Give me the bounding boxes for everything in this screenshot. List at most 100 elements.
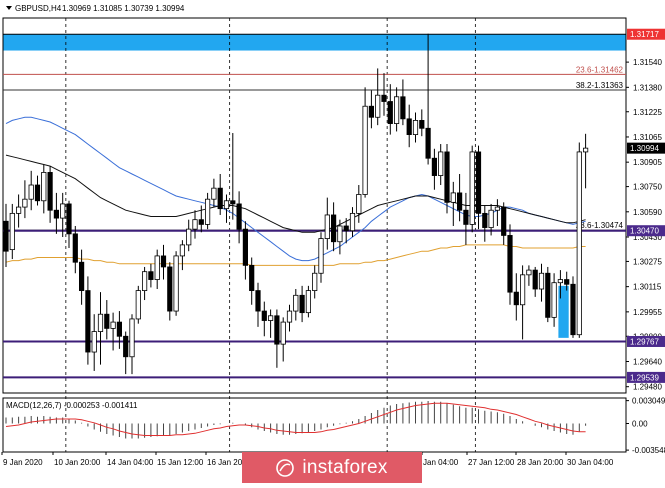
candle	[387, 84, 393, 135]
candle-body	[488, 209, 494, 228]
candle	[375, 68, 381, 126]
candle-body	[406, 118, 412, 135]
candle	[293, 289, 299, 321]
candle-body	[444, 151, 450, 203]
candle-body	[425, 127, 431, 159]
candle-body	[299, 294, 305, 314]
candle	[3, 203, 9, 267]
candle	[324, 197, 330, 250]
price-tick-label: 1.29955	[633, 308, 662, 317]
candle-body	[482, 212, 488, 228]
candle	[368, 90, 375, 129]
candle-body	[280, 321, 286, 345]
candle-body	[356, 194, 362, 214]
candle	[28, 170, 34, 211]
candle	[312, 265, 318, 299]
candle-body	[324, 214, 330, 239]
candle-body	[532, 269, 538, 290]
candle-body	[343, 225, 349, 232]
candle-body	[551, 282, 557, 318]
candle	[34, 175, 41, 206]
moving-average-slow	[5, 154, 586, 233]
candle-body	[230, 200, 236, 205]
candle-body	[249, 264, 255, 291]
candle	[501, 202, 507, 245]
candle-body	[337, 225, 343, 243]
candle	[79, 249, 85, 305]
candle	[551, 273, 557, 327]
candle	[412, 112, 419, 143]
candle-body	[242, 228, 248, 266]
candle	[66, 200, 72, 249]
candle	[15, 194, 22, 228]
candle	[211, 178, 217, 208]
candle-body	[204, 198, 211, 225]
candle-body	[41, 172, 47, 202]
candle	[267, 309, 274, 338]
candle	[280, 317, 286, 362]
candle	[104, 300, 110, 340]
blue-signal-marker	[558, 285, 569, 338]
candle	[330, 202, 337, 252]
fib-level-label: 23.6-1.30474	[576, 221, 624, 230]
candle	[431, 148, 438, 190]
candle-body	[141, 271, 148, 291]
candle-body	[368, 105, 375, 118]
candle	[450, 181, 456, 226]
candle-body	[557, 279, 564, 284]
candle-body	[123, 335, 129, 358]
candle	[349, 207, 356, 238]
price-badge: 1.30994	[627, 142, 665, 154]
candle	[129, 314, 135, 375]
candle	[236, 191, 242, 244]
candle-body	[381, 94, 387, 102]
candle	[204, 192, 211, 230]
candle	[507, 224, 513, 305]
price-tick-label: 1.31540	[633, 58, 662, 67]
candle-body	[570, 283, 576, 336]
fib-level-label: 23.6-1.31462	[576, 65, 624, 74]
candle-body	[9, 212, 15, 251]
price-tick-label: 1.30905	[633, 158, 662, 167]
time-tick-label: Jan 04:00	[423, 458, 459, 467]
candle-body	[538, 272, 545, 290]
candle-body	[318, 238, 324, 274]
candle-body	[305, 290, 312, 314]
candle-body	[564, 279, 570, 285]
candle	[192, 210, 198, 239]
price-badge: 1.29767	[627, 335, 665, 347]
candle	[526, 265, 532, 286]
candle	[425, 33, 431, 165]
price-badge-bg	[627, 28, 665, 40]
candle-body	[419, 120, 425, 129]
candle	[444, 144, 450, 214]
candle-body	[167, 266, 173, 312]
candle-body	[393, 96, 400, 124]
dropdown-triangle-icon[interactable]	[6, 6, 12, 10]
candle	[60, 192, 66, 238]
candle	[249, 257, 255, 305]
candle-body	[501, 206, 507, 236]
candle-body	[545, 272, 551, 318]
price-badge-label: 1.29767	[630, 337, 659, 346]
candle-body	[104, 313, 110, 329]
candle	[217, 173, 223, 215]
candle-body	[223, 200, 230, 210]
candle	[135, 285, 141, 324]
candle-body	[274, 315, 280, 345]
candle	[381, 73, 387, 116]
price-badge-bg	[627, 225, 665, 237]
candle-body	[91, 331, 97, 353]
candle-body	[375, 94, 381, 118]
candle-body	[469, 151, 475, 225]
candle-body	[387, 101, 393, 124]
time-axis: 9 Jan 2020 10 Jan 20:00 14 Jan 04:00 15 Jan…	[1, 452, 614, 467]
candle-body	[438, 151, 444, 176]
candle	[47, 166, 53, 223]
candle	[393, 87, 400, 132]
candle-body	[576, 151, 582, 336]
macd-title: MACD(12,26,7) -0.000253 -0.001411	[6, 401, 138, 410]
candle-body	[286, 310, 293, 323]
candle-body	[217, 187, 223, 210]
